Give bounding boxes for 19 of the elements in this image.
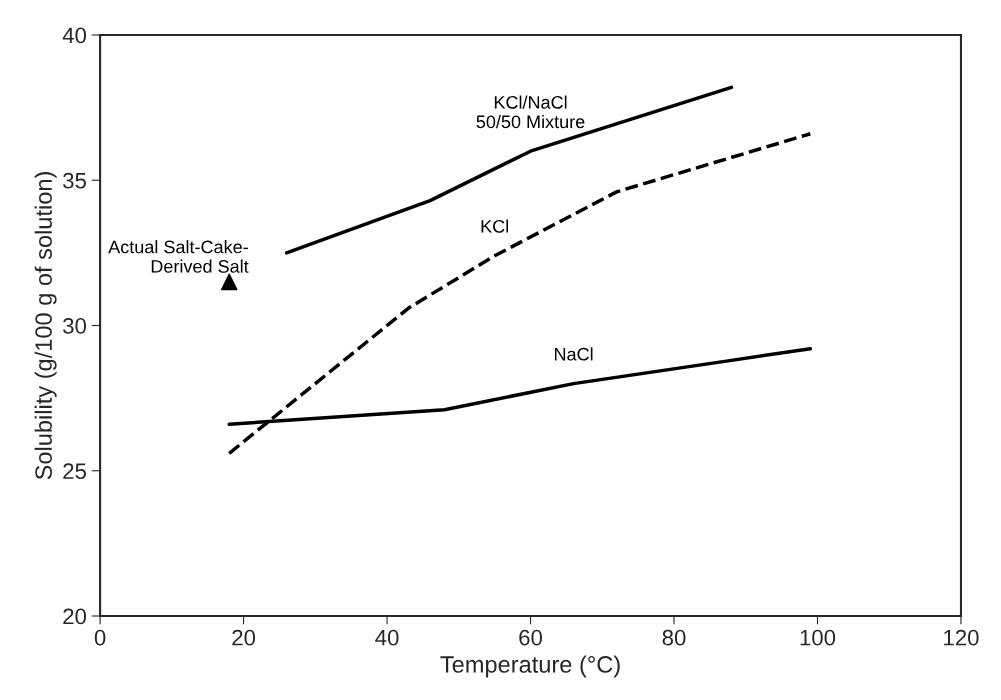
series-label: KCl/NaCl 50/50 Mixture (476, 95, 585, 129)
line-series (284, 85, 734, 255)
series-label: NaCl (554, 347, 593, 361)
x-tick-label: 0 (94, 629, 106, 646)
y-tick-label: 40 (62, 27, 87, 44)
series-label: KCl (481, 219, 508, 233)
y-tick-label: 30 (63, 318, 87, 334)
x-axis-title: Temperature (°C) (440, 655, 620, 678)
x-tick-label: 100 (800, 629, 836, 646)
x-tick-label: 120 (944, 629, 979, 646)
y-tick-label: 25 (63, 463, 86, 480)
y-tick-label: 20 (63, 608, 87, 625)
y-tick-label: 35 (63, 172, 86, 189)
x-tick-label: 40 (375, 629, 399, 646)
y-axis-title: Solubility (g/100 g of solution) (34, 172, 57, 480)
x-tick-label: 60 (519, 629, 543, 646)
x-tick-label: 80 (662, 629, 686, 646)
x-tick-label: 20 (232, 629, 256, 646)
series-label: Actual Salt-Cake- Derived Salt (108, 240, 249, 273)
